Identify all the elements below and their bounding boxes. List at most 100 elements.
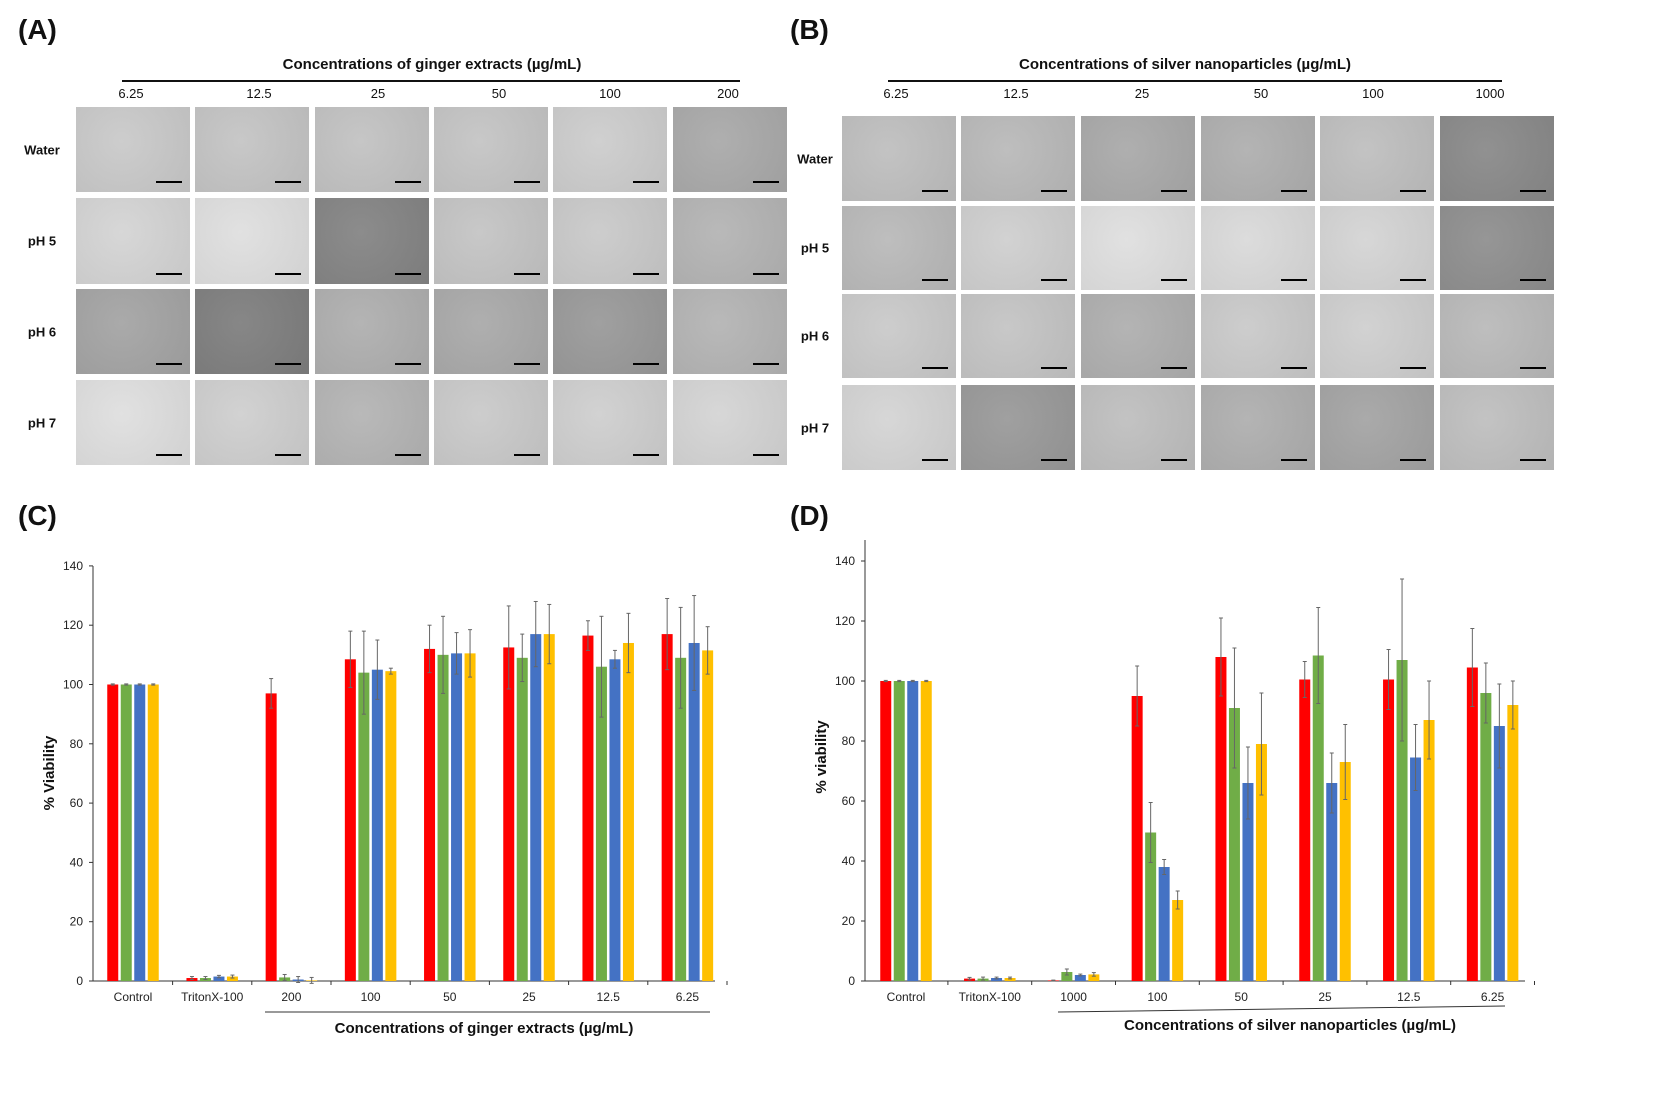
concentration-bracket-line [1057, 1005, 1506, 1013]
scale-bar [275, 181, 301, 183]
micrograph-tile [961, 385, 1075, 470]
scale-bar [753, 181, 779, 183]
bar [371, 669, 383, 981]
scale-bar [514, 454, 540, 456]
column-label: 12.5 [246, 86, 272, 101]
scale-bar [395, 454, 421, 456]
bar [344, 659, 356, 981]
scale-bar [275, 273, 301, 275]
micrograph-tile [76, 380, 190, 465]
micrograph-tile [553, 289, 667, 374]
x-tick-label: 25 [1318, 990, 1332, 1004]
y-tick-label: 40 [70, 855, 84, 869]
scale-bar [753, 273, 779, 275]
scale-bar [395, 181, 421, 183]
bar [1383, 679, 1395, 981]
bar [893, 681, 905, 981]
micrograph-tile [553, 198, 667, 284]
micrograph-tile [553, 380, 667, 465]
micrograph-tile [842, 385, 956, 470]
scale-bar [1161, 279, 1187, 281]
micrograph-tile [315, 289, 429, 374]
panel-b-title-line [888, 80, 1502, 82]
bar [120, 684, 132, 981]
x-tick-label: 6.25 [1481, 990, 1505, 1004]
micrograph-tile [1440, 206, 1554, 290]
micrograph-tile [961, 206, 1075, 290]
micrograph-tile [76, 198, 190, 284]
y-axis-label: % Viability [41, 735, 58, 810]
micrograph-tile [673, 289, 787, 374]
micrograph-tile [315, 380, 429, 465]
micrograph-tile [1440, 116, 1554, 201]
y-tick-label: 0 [848, 974, 855, 988]
bar [1172, 900, 1184, 981]
micrograph-tile [1320, 294, 1434, 378]
bar [1339, 762, 1351, 981]
scale-bar [156, 363, 182, 365]
column-label: 50 [491, 86, 507, 101]
bar [1158, 867, 1170, 981]
row-label: pH 6 [27, 324, 57, 339]
bar [1242, 783, 1254, 981]
bar [1074, 975, 1086, 981]
micrograph-tile [1440, 385, 1554, 470]
scale-bar [1281, 367, 1307, 369]
bar [1326, 783, 1338, 981]
row-label: Water [797, 151, 833, 166]
scale-bar [156, 273, 182, 275]
x-tick-label: Control [887, 990, 926, 1004]
bar [661, 634, 673, 981]
micrograph-tile [1201, 385, 1315, 470]
bar [1507, 705, 1519, 981]
bar [1466, 667, 1478, 981]
y-tick-label: 20 [842, 914, 856, 928]
bar [516, 657, 528, 981]
scale-bar [1520, 459, 1546, 461]
micrograph-tile [842, 294, 956, 378]
y-tick-label: 100 [835, 674, 855, 688]
x-tick-label: TritonX-100 [959, 990, 1022, 1004]
bar [880, 681, 892, 981]
scale-bar [633, 181, 659, 183]
y-tick-label: 0 [76, 974, 83, 988]
bar [1145, 832, 1157, 981]
y-tick-label: 60 [70, 796, 84, 810]
bar [213, 976, 225, 981]
bar [1493, 726, 1505, 981]
bar [582, 635, 594, 981]
scale-bar [1281, 459, 1307, 461]
micrograph-tile [195, 289, 309, 374]
bar [920, 681, 932, 981]
micrograph-tile [195, 380, 309, 465]
micrograph-tile [553, 107, 667, 192]
bar [1480, 693, 1492, 981]
panel-a-title: Concentrations of ginger extracts (µg/mL… [282, 56, 582, 73]
scale-bar [1520, 367, 1546, 369]
y-tick-label: 60 [842, 794, 856, 808]
micrograph-tile [842, 206, 956, 290]
scale-bar [1161, 190, 1187, 192]
bar [1215, 657, 1227, 981]
micrograph-tile [1201, 294, 1315, 378]
bar [907, 681, 919, 981]
row-label: Water [24, 142, 60, 157]
panel-b-title: Concentrations of silver nanoparticles (… [1018, 56, 1352, 73]
x-tick-label: 50 [1235, 990, 1249, 1004]
scale-bar [1400, 367, 1426, 369]
bar [1312, 655, 1324, 981]
bar [1088, 974, 1100, 981]
bar [437, 654, 449, 981]
micrograph-tile [673, 380, 787, 465]
bar [451, 653, 463, 981]
bar [134, 684, 146, 981]
y-tick-label: 80 [842, 734, 856, 748]
column-label: 100 [599, 86, 621, 101]
scale-bar [753, 363, 779, 365]
y-tick-label: 140 [63, 559, 83, 573]
bar [385, 671, 397, 981]
bar [622, 642, 634, 981]
scale-bar [275, 454, 301, 456]
column-label: 100 [1362, 86, 1384, 101]
row-label: pH 7 [800, 420, 830, 435]
